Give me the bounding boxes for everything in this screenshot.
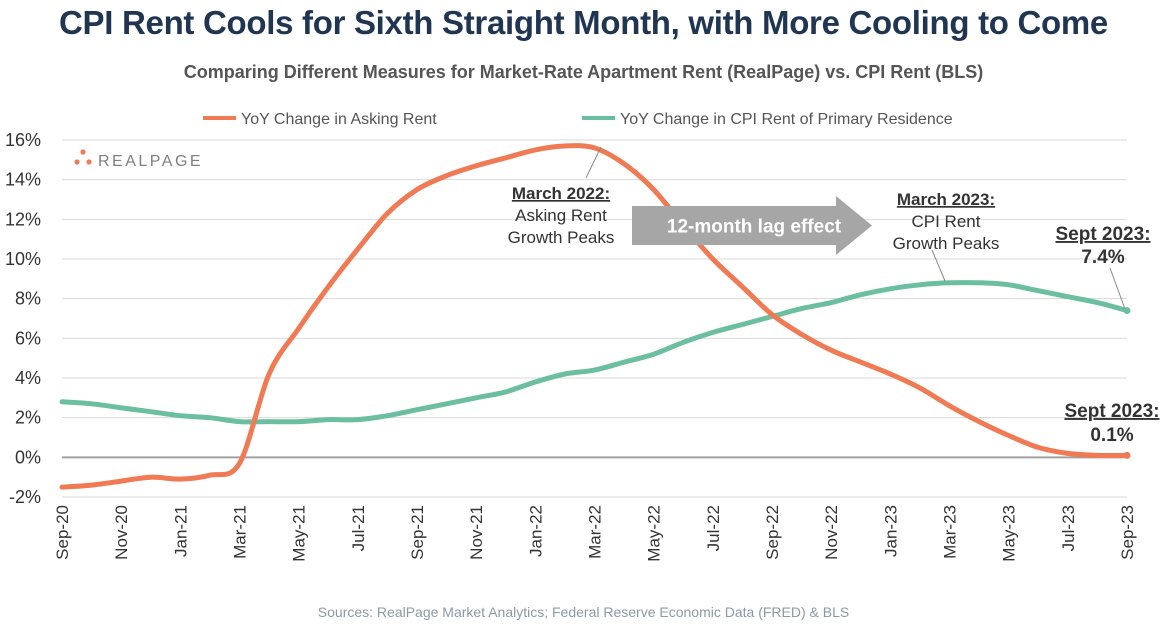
- y-tick-label: 12%: [5, 209, 41, 229]
- annotation-title: March 2022:: [512, 184, 610, 203]
- annotation-text: Growth Peaks: [508, 228, 615, 247]
- x-tick-label: Jan-22: [526, 505, 545, 557]
- x-tick-label: Sep-21: [408, 505, 427, 560]
- annotation-value: 7.4%: [1081, 247, 1124, 268]
- annotation-leader: [1109, 267, 1126, 310]
- end-point-asking: [1123, 451, 1131, 459]
- annotation-text: CPI Rent: [912, 212, 981, 231]
- annotation-title: March 2023:: [897, 190, 995, 209]
- x-tick-label: Mar-22: [586, 505, 605, 559]
- annotation-text: Growth Peaks: [893, 234, 1000, 253]
- x-tick-label: Nov-20: [112, 505, 131, 560]
- logo-dot: [74, 159, 80, 165]
- legend-label: YoY Change in Asking Rent: [241, 111, 437, 128]
- x-tick-label: Jul-21: [349, 505, 368, 551]
- chart-title: CPI Rent Cools for Sixth Straight Month,…: [59, 4, 1108, 41]
- y-tick-label: 6%: [15, 328, 41, 348]
- annotation-value: 0.1%: [1090, 425, 1133, 446]
- x-tick-label: Sep-22: [763, 505, 782, 560]
- chart-subtitle: Comparing Different Measures for Market-…: [183, 62, 984, 82]
- x-tick-label: Jul-23: [1059, 505, 1078, 551]
- logo-text: REALPAGE: [98, 153, 203, 170]
- x-tick-label: Sep-20: [53, 505, 72, 560]
- y-tick-label: 10%: [5, 249, 41, 269]
- source-note: Sources: RealPage Market Analytics; Fede…: [317, 604, 850, 620]
- annotation-leader: [585, 146, 602, 179]
- x-tick-label: Mar-21: [231, 505, 250, 559]
- y-tick-label: 0%: [15, 447, 41, 467]
- x-tick-label: Jan-21: [171, 505, 190, 557]
- logo-dot: [86, 159, 92, 165]
- y-tick-label: 2%: [15, 408, 41, 428]
- lag-arrow: [632, 196, 872, 255]
- x-tick-label: Jul-22: [704, 505, 723, 551]
- series-line-cpi-rent: [59, 280, 1130, 425]
- x-tick-label: May-22: [645, 505, 664, 562]
- x-tick-label: Nov-22: [822, 505, 841, 560]
- lag-arrow-label: 12-month lag effect: [667, 217, 842, 238]
- x-tick-label: Jan-23: [881, 505, 900, 557]
- annotation-title: Sept 2023:: [1064, 401, 1159, 422]
- legend-label: YoY Change in CPI Rent of Primary Reside…: [620, 111, 953, 128]
- x-tick-label: Mar-23: [941, 505, 960, 559]
- y-tick-label: 14%: [5, 170, 41, 190]
- x-tick-label: May-23: [1000, 505, 1019, 562]
- y-tick-label: 16%: [5, 130, 41, 150]
- annotation-text: Asking Rent: [515, 206, 607, 225]
- series-line-asking-rent: [59, 143, 1130, 490]
- logo-dot: [80, 149, 86, 155]
- annotation-title: Sept 2023:: [1055, 224, 1150, 245]
- y-tick-label: 4%: [15, 368, 41, 388]
- y-tick-label: 8%: [15, 289, 41, 309]
- y-tick-label: -2%: [9, 487, 41, 507]
- x-tick-label: Sep-23: [1118, 505, 1137, 560]
- annotation-leader: [931, 249, 946, 282]
- x-tick-label: Nov-21: [467, 505, 486, 560]
- x-tick-label: May-21: [290, 505, 309, 562]
